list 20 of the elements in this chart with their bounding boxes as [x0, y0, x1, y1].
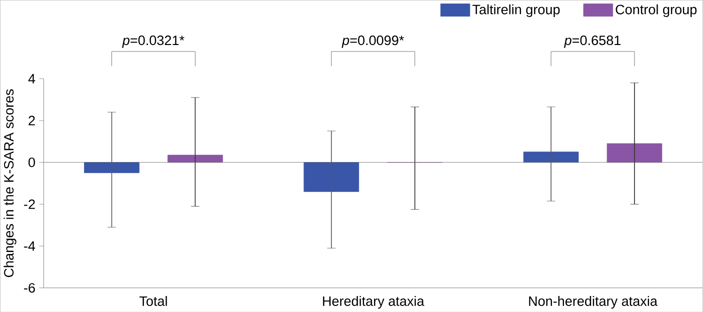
bar [304, 162, 360, 192]
text: p=0.0099* [342, 35, 404, 48]
x-tick-label: Hereditary ataxia [323, 296, 424, 308]
text: p=0.0321* [122, 35, 184, 48]
bar [168, 154, 223, 162]
bar [523, 152, 579, 162]
bar [84, 162, 140, 173]
x-tick-label: Non-hereditary ataxia [529, 296, 658, 308]
y-tick-label: -6 [24, 282, 35, 293]
text: p=0.6581 [564, 35, 621, 48]
legend-label: Control group [616, 4, 697, 17]
bar [606, 143, 662, 162]
y-axis-title: Changes in the K-SARA scores [4, 89, 16, 277]
y-tick-label: 4 [28, 74, 36, 84]
x-tick-label: Total [139, 296, 167, 306]
y-tick-label: 2 [28, 116, 35, 126]
legend-label: Taltirelin group [472, 4, 560, 17]
y-tick-label: -2 [24, 199, 35, 209]
y-tick-label: -4 [24, 241, 36, 251]
y-tick-label: 0 [28, 157, 35, 168]
